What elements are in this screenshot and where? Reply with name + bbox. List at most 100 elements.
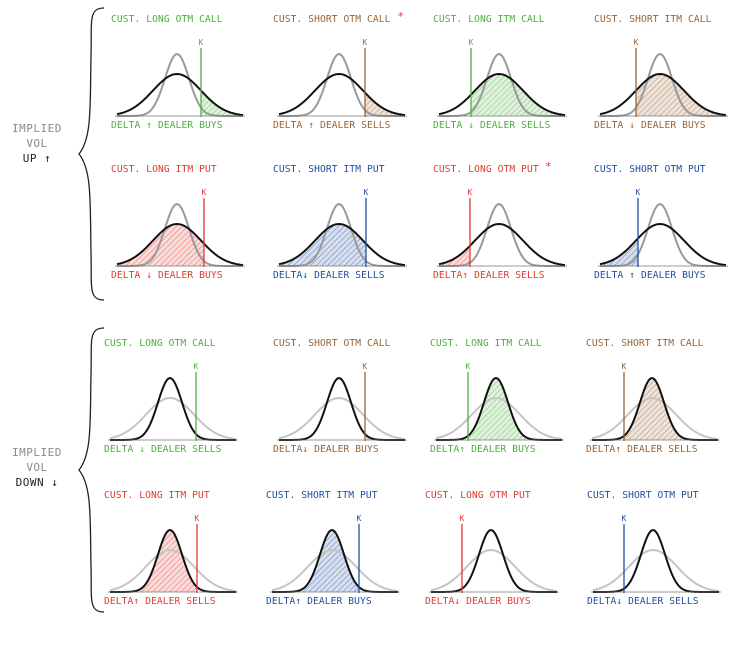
dealer-action: DEALER SELLS [627,444,698,455]
prior-distribution-curve [109,548,237,592]
panel-title: CUST. LONG ITM PUT [111,164,217,175]
panel-title: CUST. LONG OTM CALL [104,338,216,349]
strike-label: K [634,38,639,47]
delta-direction: DELTA ↓ [433,120,475,131]
distribution-plot: K [434,362,564,441]
panel: CUST. SHORT OTM CALL * K DELTA ↑ DEALER SEL… [273,10,431,174]
strike-label: K [466,362,471,371]
delta-direction: DELTA↑ [430,444,466,455]
delta-direction: DELTA↓ [273,444,309,455]
panel: CUST. LONG OTM PUT * K DELTA↑ DEALER SELLS [433,160,591,324]
strike-label: K [202,188,207,197]
panel: CUST. LONG ITM PUT K DELTA ↓ DEALER BUYS [111,164,269,324]
shaded-region [471,74,565,116]
dealer-action: DEALER BUYS [641,120,706,131]
delta-direction: DELTA↓ [425,596,461,607]
distribution-plot: K [429,514,559,593]
panel-footer: DELTA↑ DEALER SELLS [104,596,216,607]
strike-label: K [194,362,199,371]
strike-label: K [199,38,204,47]
shaded-region [439,246,470,266]
delta-direction: DELTA ↑ [594,270,636,281]
distribution-plot: K [277,362,407,441]
panel-footer: DELTA↓ DEALER SELLS [273,270,385,281]
shaded-region [279,224,366,266]
shaded-region [117,224,204,266]
dealer-action: DEALER SELLS [320,120,391,131]
panel-footer: DELTA ↓ DEALER SELLS [433,120,551,131]
new-distribution-curve [278,222,406,266]
new-distribution-curve [599,222,727,266]
panel-footer: DELTA↑ DEALER BUYS [430,444,536,455]
dealer-action: DEALER SELLS [474,270,545,281]
panel-footer: DELTA ↑ DEALER SELLS [273,120,391,131]
panel: CUST. LONG OTM CALL K DELTA ↑ DEALER BUYS [111,14,269,174]
distribution-plot: K [108,362,238,441]
dealer-action: DEALER BUYS [314,444,379,455]
strike-label: K [363,362,368,371]
prior-distribution-curve [435,396,563,440]
dealer-action: DEALER SELLS [314,270,385,281]
distribution-plot: K [437,38,567,117]
new-distribution-curve [278,72,406,116]
panel-footer: DELTA ↓ DEALER SELLS [104,444,222,455]
distribution-plot: K [591,514,721,593]
prior-distribution-curve [430,548,558,592]
section-2-label: IMPLIED VOL DOWN ↓ [2,445,72,490]
dealer-action: DEALER BUYS [307,596,372,607]
section-1-direction: UP ↑ [22,152,52,165]
panel-title: CUST. SHORT OTM CALL [273,338,391,349]
shaded-region [196,435,236,440]
distribution-plot: K [437,188,567,267]
panel-title: CUST. SHORT OTM PUT [594,164,706,175]
panel-title: CUST. SHORT OTM PUT [587,490,699,501]
new-distribution-curve [599,72,727,116]
section-2-brace [78,327,105,613]
panel-title: CUST. SHORT ITM CALL [594,14,712,25]
prior-distribution-curve [278,396,406,440]
prior-distribution-curve [109,396,237,440]
dealer-action: DEALER BUYS [158,270,223,281]
delta-direction: DELTA↓ [587,596,623,607]
distribution-plot: K [115,38,245,117]
delta-direction: DELTA ↓ [594,120,636,131]
panel-title: CUST. LONG ITM PUT [104,490,210,501]
strike-label: K [363,38,368,47]
dealer-action: DEALER BUYS [471,444,536,455]
shaded-region [365,435,405,440]
shaded-region [272,530,359,592]
panel-title: CUST. LONG OTM PUT [425,490,531,501]
panel-title: CUST. LONG OTM PUT [433,164,539,175]
dealer-action: DEALER BUYS [466,596,531,607]
panel-footer: DELTA↓ DEALER BUYS [425,596,531,607]
panel: CUST. SHORT ITM CALL K DELTA↑ DEALER SELLS [586,338,744,498]
panel: CUST. SHORT ITM PUT K DELTA↑ DEALER BUYS [266,490,424,650]
strike-label: K [469,38,474,47]
shaded-region [201,90,243,116]
panel-footer: DELTA↑ DEALER SELLS [433,270,545,281]
delta-direction: DELTA↑ [104,596,140,607]
distribution-plot: K [598,38,728,117]
distribution-plot: K [115,188,245,267]
distribution-plot: K [277,188,407,267]
panel-title: CUST. LONG OTM CALL [111,14,223,25]
strike-label: K [622,514,627,523]
panel-title: CUST. SHORT OTM CALL [273,14,391,25]
section-1-label-line-1: IMPLIED [12,122,62,135]
delta-direction: DELTA↑ [433,270,469,281]
panel-footer: DELTA ↓ DEALER BUYS [594,120,706,131]
section-2-label-line-1: IMPLIED [12,446,62,459]
new-distribution-curve [116,222,244,266]
panel: CUST. SHORT OTM PUT K DELTA↓ DEALER SELLS [587,490,745,650]
distribution-plot: K [108,514,238,593]
strike-label: K [357,514,362,523]
panel-footer: DELTA↓ DEALER BUYS [273,444,379,455]
shaded-region [468,378,562,440]
panel-footer: DELTA↑ DEALER SELLS [586,444,698,455]
prior-distribution-curve [591,396,719,440]
new-distribution-curve [116,72,244,116]
strike-label: K [364,188,369,197]
delta-direction: DELTA↓ [273,270,309,281]
dealer-action: DEALER SELLS [628,596,699,607]
section-2-label-line-2: VOL [26,461,48,474]
